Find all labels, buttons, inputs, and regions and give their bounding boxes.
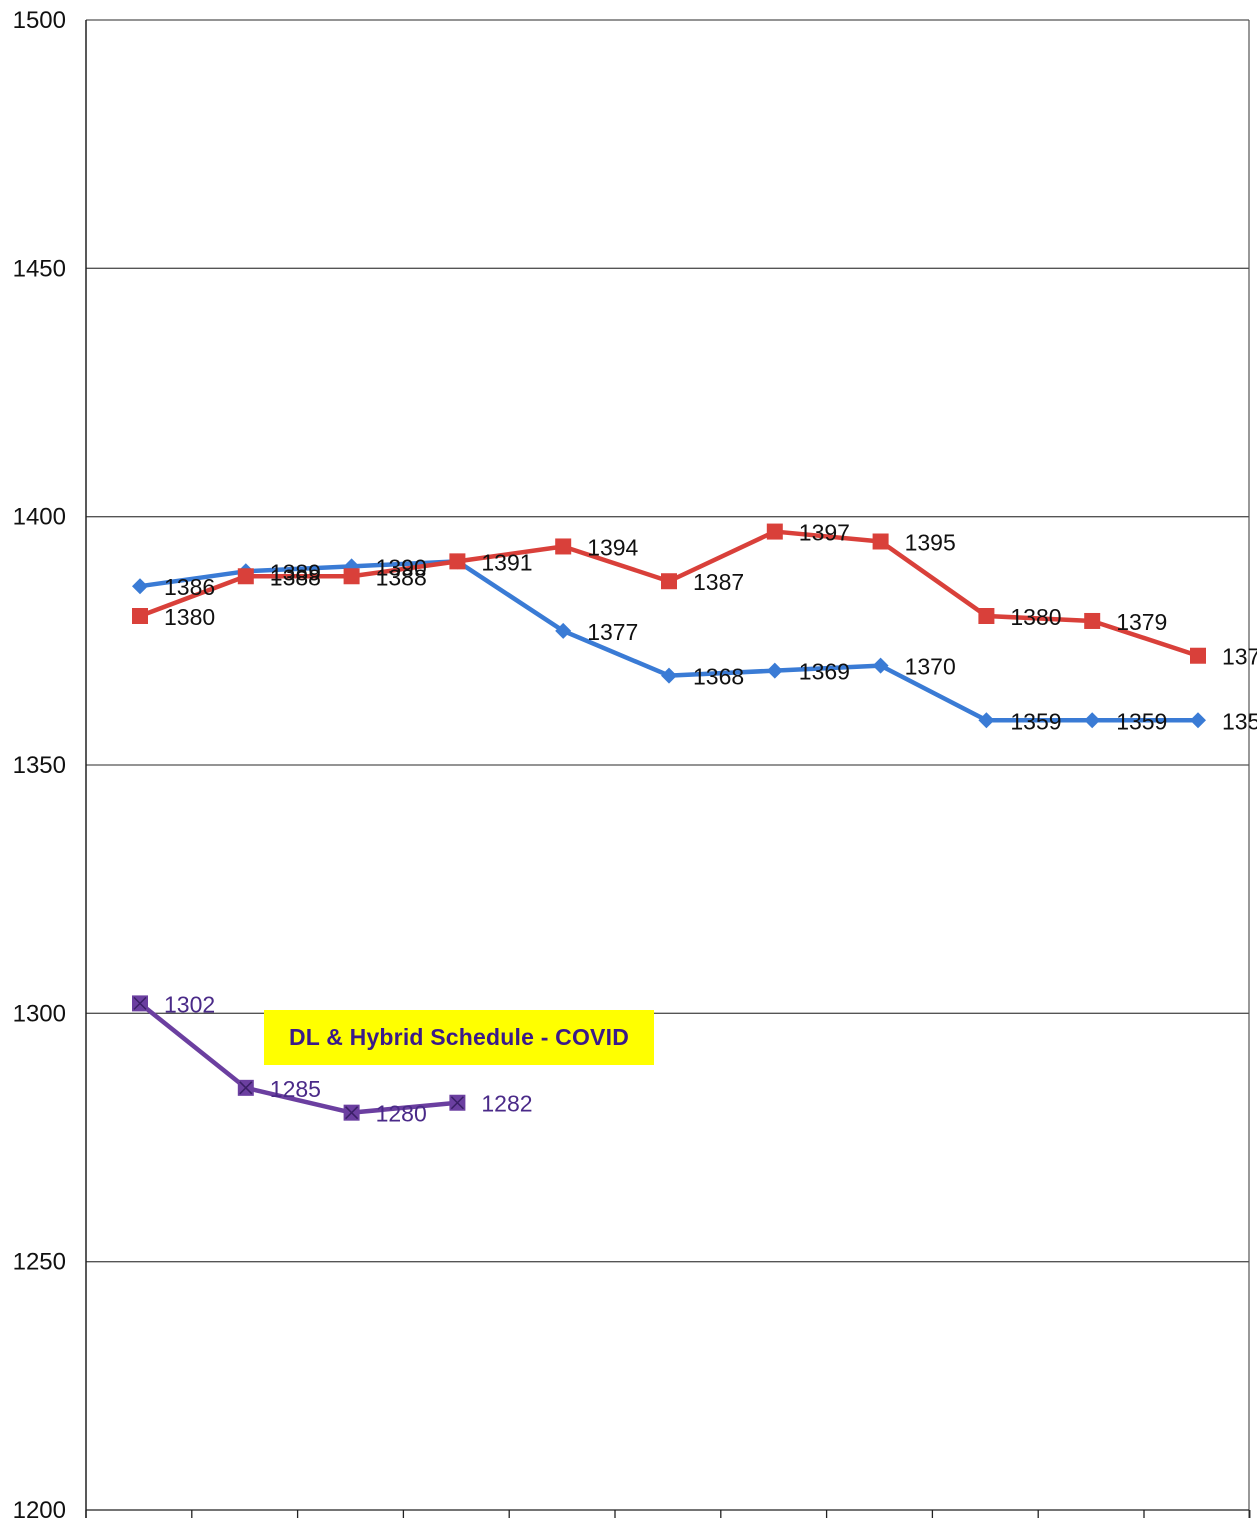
data-point-cross [133,996,147,1010]
data-label: 1388 [270,564,321,590]
data-point [766,662,783,679]
data-label: 1282 [481,1091,532,1117]
data-label: 1302 [164,991,215,1017]
y-tick-label: 1200 [13,1497,66,1518]
covid-annotation: DL & Hybrid Schedule - COVID [264,1010,654,1065]
y-tick-label: 1500 [13,7,66,34]
data-point-cross [345,1106,359,1120]
data-label: 1368 [693,664,744,690]
y-tick-label: 1250 [13,1249,66,1276]
data-label: 1379 [1116,609,1167,635]
data-point [1084,712,1101,729]
y-tick-label: 1450 [13,255,66,282]
data-label: 1280 [376,1101,427,1127]
annotation-text: DL & Hybrid Schedule - COVID [289,1024,629,1050]
data-label: 1394 [587,534,638,560]
data-label: 1359 [1010,708,1061,734]
data-label: 1388 [376,564,427,590]
data-point [449,553,466,570]
data-point [661,667,677,684]
data-point [1190,647,1206,664]
data-point [237,568,254,585]
data-point [872,657,889,674]
series-lines [132,523,1206,1121]
data-label: 1389 [270,559,321,585]
data-point [661,573,677,590]
data-label: 1369 [799,659,850,685]
data-label: 1372 [1222,644,1257,670]
data-label: 1397 [799,520,850,546]
data-label: 1395 [905,530,956,556]
data-point [1190,712,1206,729]
axes: 1500 1450 1400 1350 1300 1250 1200 [13,7,1251,1518]
data-point-cross [239,1081,253,1095]
data-label: 1380 [1010,604,1061,630]
data-label: 1387 [693,569,744,595]
data-label: 1359 [1222,708,1257,734]
gridlines [86,19,1249,1263]
data-point [555,538,572,555]
series-line-2 [139,529,1199,658]
data-label: 1386 [164,574,215,600]
data-label: 1380 [164,604,215,630]
series-line-3 [138,1001,458,1115]
data-labels: 1386 1389 1390 1377 1368 1369 1370 1359 1359 1359… [164,520,1257,1127]
data-point [555,622,572,639]
data-point [872,533,889,550]
data-label: 1391 [481,549,532,575]
y-tick-label: 1350 [13,752,66,779]
data-point [132,578,148,595]
data-label: 1390 [376,554,427,580]
data-point [978,712,995,729]
data-label: 1377 [587,619,638,645]
data-point [343,568,360,585]
y-tick-label: 1300 [13,1000,66,1027]
y-tick-label: 1400 [13,504,66,531]
data-label: 1285 [270,1076,321,1102]
data-point [766,523,783,540]
data-point [978,608,995,624]
data-point-cross [450,1096,464,1110]
data-label: 1359 [1116,708,1167,734]
data-point [132,608,148,624]
data-label: 1370 [905,654,956,680]
data-point [1084,612,1101,629]
